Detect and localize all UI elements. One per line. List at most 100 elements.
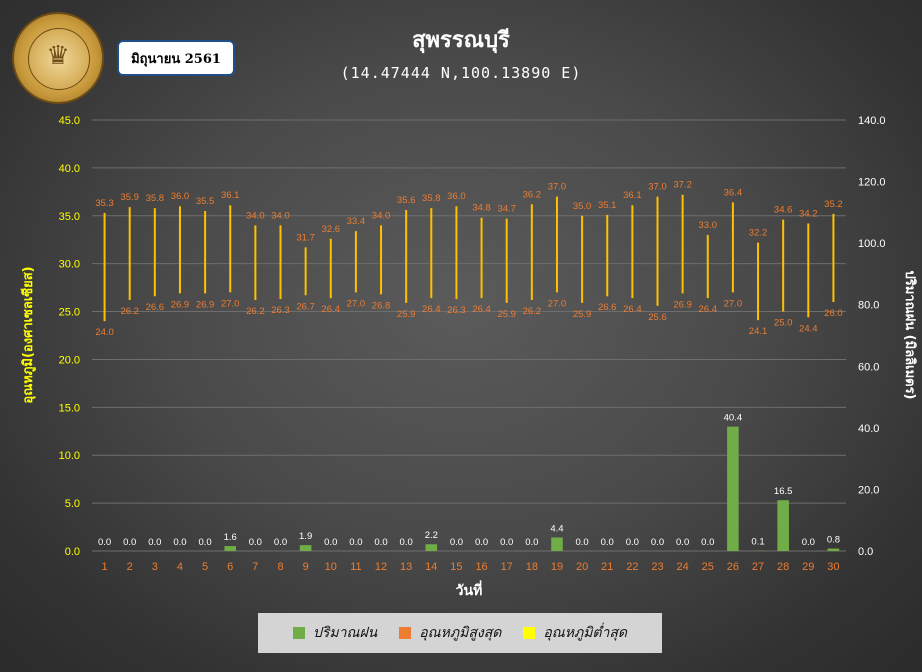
tmax-data-label: 31.7 xyxy=(296,232,315,243)
y-tick-label: 25.0 xyxy=(59,307,80,319)
rain-data-label: 2.2 xyxy=(425,530,438,541)
tmax-data-label: 36.2 xyxy=(523,189,542,200)
legend-swatch-tmax xyxy=(399,627,412,639)
x-tick-label: 27 xyxy=(752,561,764,573)
tmin-data-label: 27.0 xyxy=(221,298,240,309)
tmin-data-label: 26.9 xyxy=(171,299,190,310)
legend-label-rain: ปริมาณฝน xyxy=(312,625,378,641)
tmin-data-label: 25.9 xyxy=(497,309,516,320)
x-tick-label: 1 xyxy=(102,561,108,573)
logo-seal-center xyxy=(28,28,90,90)
tmax-data-label: 35.8 xyxy=(146,193,165,204)
tmax-data-label: 34.0 xyxy=(372,210,391,221)
rain-data-label: 0.0 xyxy=(274,537,287,548)
tmax-data-label: 35.9 xyxy=(120,192,139,203)
x-tick-label: 26 xyxy=(727,561,739,573)
tmax-data-label: 35.2 xyxy=(824,199,843,210)
tmin-data-label: 26.4 xyxy=(699,304,718,315)
rain-data-label: 0.0 xyxy=(123,537,136,548)
rain-data-label: 0.0 xyxy=(802,537,815,548)
y-tick-label: 35.0 xyxy=(59,211,80,223)
y-tick-label: 40.0 xyxy=(59,163,80,175)
tmax-data-label: 34.2 xyxy=(799,208,818,219)
tmax-data-label: 34.0 xyxy=(246,210,265,221)
month-label-box: มิถุนายน 2561 xyxy=(117,40,235,76)
rain-data-label: 1.9 xyxy=(299,531,312,542)
y2-tick-label: 120.0 xyxy=(858,177,886,189)
rain-data-label: 0.0 xyxy=(626,537,639,548)
y2-tick-label: 40.0 xyxy=(858,423,879,435)
tmax-data-label: 33.4 xyxy=(347,216,366,227)
x-tick-label: 18 xyxy=(526,561,538,573)
tmax-data-label: 37.2 xyxy=(673,180,692,191)
rain-bar xyxy=(827,548,840,551)
tmin-data-label: 25.6 xyxy=(648,312,667,323)
rain-data-label: 0.0 xyxy=(98,537,111,548)
rain-data-label: 0.0 xyxy=(450,537,463,548)
rain-bar xyxy=(727,426,739,551)
rain-data-label: 0.0 xyxy=(500,537,513,548)
x-tick-label: 23 xyxy=(651,561,663,573)
tmax-data-label: 37.0 xyxy=(548,182,567,193)
tmin-data-label: 24.4 xyxy=(799,323,818,334)
tmax-data-label: 35.1 xyxy=(598,200,617,211)
x-tick-label: 24 xyxy=(677,561,689,573)
tmin-data-label: 26.3 xyxy=(271,305,290,316)
x-tick-label: 14 xyxy=(425,561,437,573)
rain-data-label: 0.0 xyxy=(173,537,186,548)
x-tick-label: 30 xyxy=(827,561,839,573)
x-tick-label: 5 xyxy=(202,561,208,573)
y-tick-label: 15.0 xyxy=(59,402,80,414)
chart-legend: ปริมาณฝน อุณหภูมิสูงสุด อุณหภูมิต่ำสุด xyxy=(258,613,662,653)
rain-data-label: 0.0 xyxy=(601,537,614,548)
x-tick-label: 20 xyxy=(576,561,588,573)
x-tick-label: 12 xyxy=(375,561,387,573)
tmin-data-label: 25.9 xyxy=(397,309,416,320)
tmin-data-label: 26.2 xyxy=(246,306,265,317)
tmin-data-label: 26.9 xyxy=(673,299,692,310)
x-tick-label: 16 xyxy=(475,561,487,573)
deity-seal-icon: ♛ xyxy=(46,41,70,71)
y2-tick-label: 140.0 xyxy=(858,115,886,127)
tmin-data-label: 27.0 xyxy=(548,298,567,309)
tmin-data-label: 24.1 xyxy=(749,326,768,337)
tmax-data-label: 35.0 xyxy=(573,201,592,212)
y2-tick-label: 0.0 xyxy=(858,546,873,558)
x-tick-label: 2 xyxy=(127,561,133,573)
rain-data-label: 0.0 xyxy=(525,537,538,548)
rain-data-label: 0.0 xyxy=(475,537,488,548)
tmax-data-label: 37.0 xyxy=(648,182,667,193)
legend-swatch-tmin xyxy=(523,627,536,639)
y-tick-label: 45.0 xyxy=(59,115,80,127)
rain-data-label: 0.0 xyxy=(198,537,211,548)
tmin-data-label: 27.0 xyxy=(724,298,743,309)
tmin-data-label: 26.3 xyxy=(447,305,466,316)
tmin-data-label: 26.4 xyxy=(623,304,642,315)
legend-swatch-rain xyxy=(292,627,305,639)
x-tick-label: 13 xyxy=(400,561,412,573)
x-tick-label: 28 xyxy=(777,561,789,573)
x-tick-label: 4 xyxy=(177,561,183,573)
legend-item-rain: ปริมาณฝน xyxy=(292,622,378,644)
rain-data-label: 0.0 xyxy=(349,537,362,548)
legend-item-tmin: อุณหภูมิต่ำสุด xyxy=(523,622,627,644)
tmax-data-label: 34.7 xyxy=(497,204,516,215)
rain-data-label: 0.8 xyxy=(827,535,840,546)
x-tick-label: 10 xyxy=(325,561,337,573)
tmin-data-label: 26.0 xyxy=(824,308,843,319)
tmin-data-label: 26.2 xyxy=(523,306,542,317)
x-tick-label: 9 xyxy=(303,561,309,573)
tmin-data-label: 26.4 xyxy=(422,304,441,315)
y-tick-label: 20.0 xyxy=(59,354,80,366)
rain-data-label: 0.1 xyxy=(751,537,764,548)
tmin-data-label: 26.7 xyxy=(296,301,315,312)
tmax-data-label: 32.6 xyxy=(322,224,341,235)
y2-tick-label: 20.0 xyxy=(858,484,879,496)
y2-tick-label: 60.0 xyxy=(858,361,879,373)
tmax-data-label: 35.5 xyxy=(196,196,215,207)
tmax-data-label: 36.0 xyxy=(447,191,466,202)
tmin-data-label: 25.9 xyxy=(573,309,592,320)
rain-bar xyxy=(551,537,563,551)
y-tick-label: 0.0 xyxy=(65,546,80,558)
